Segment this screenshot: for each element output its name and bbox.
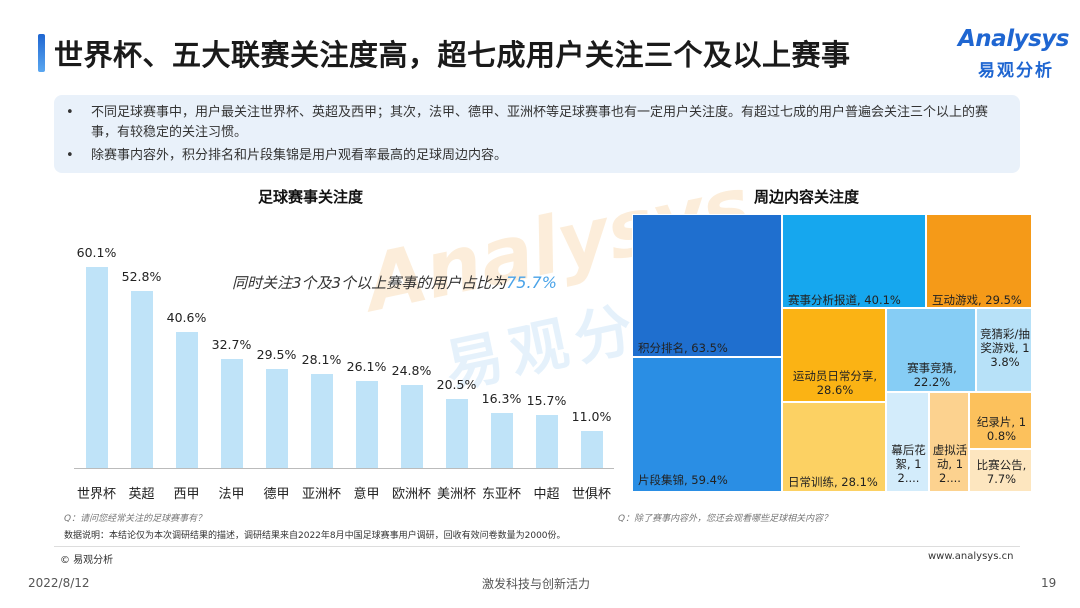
slogan: 激发科技与创新活力 bbox=[482, 577, 591, 591]
category-label: 德甲 bbox=[263, 487, 290, 502]
treemap-cell-label: 虚拟活动, 12.... bbox=[932, 443, 968, 485]
category-label: 法甲 bbox=[218, 487, 245, 502]
website-link[interactable]: www.analysys.cn bbox=[928, 551, 1014, 562]
bar-value-label: 11.0% bbox=[571, 409, 612, 425]
logo-chinese: 易观分析 bbox=[978, 61, 1054, 81]
treemap-cell-10: 虚拟活动, 12.... bbox=[929, 392, 969, 492]
treemap-cell-label: 纪录片, 10.8% bbox=[976, 415, 1027, 443]
x-axis-line bbox=[74, 468, 614, 469]
category-label: 亚洲杯 bbox=[301, 487, 341, 502]
bar-value-label: 52.8% bbox=[121, 269, 162, 285]
bar-美洲杯 bbox=[445, 399, 468, 468]
bar-chart-question: Q：请问您经常关注的足球赛事有？ bbox=[64, 514, 207, 524]
copyright: © 易观分析 bbox=[60, 555, 114, 566]
treemap-cell-label: 竞猜彩/抽奖游戏, 13.8% bbox=[980, 327, 1030, 369]
treemap-cell-label: 日常训练, 28.1% bbox=[788, 475, 878, 489]
bar-东亚杯 bbox=[490, 413, 513, 468]
bar-value-label: 32.7% bbox=[211, 336, 252, 352]
bar-世界杯 bbox=[85, 267, 108, 468]
treemap-chart: 积分排名, 63.5% 片段集锦, 59.4% 赛事分析报道, 40.1% 互动游戏,… bbox=[632, 214, 1032, 492]
bar-value-label: 40.6% bbox=[166, 310, 207, 326]
summary-box: • 不同足球赛事中，用户最关注世界杯、英超及西甲；其次，法甲、德甲、亚洲杯等足球… bbox=[54, 95, 1020, 173]
bar-中超 bbox=[535, 415, 558, 468]
category-label: 东亚杯 bbox=[481, 487, 521, 502]
category-label: 意甲 bbox=[353, 487, 380, 502]
bar-德甲 bbox=[265, 369, 288, 468]
treemap-cell-3: 赛事分析报道, 40.1% bbox=[782, 214, 926, 308]
bar-value-label: 16.3% bbox=[481, 391, 522, 407]
bar-chart: 60.1% 世界杯 52.8% 英超 40.6% 西甲 32.7% 法甲 29.5% 德甲 28.1… bbox=[64, 225, 620, 505]
treemap-cell-5: 运动员日常分享, 28.6% bbox=[782, 308, 886, 402]
bar-value-label: 29.5% bbox=[256, 347, 297, 363]
category-label: 世界杯 bbox=[76, 487, 116, 502]
bar-世俱杯 bbox=[580, 431, 603, 468]
treemap-cell-label: 赛事竞猜, 22.2% bbox=[907, 361, 957, 389]
treemap-cell-label: 比赛公告, 7.7% bbox=[976, 458, 1027, 486]
analysys-logo: Analysys 易观分析 bbox=[958, 26, 1069, 81]
callout-text: 同时关注3个及3个以上赛事的用户占比为 bbox=[232, 274, 507, 292]
footer-divider bbox=[54, 546, 1020, 547]
treemap-cell-label: 运动员日常分享, 28.6% bbox=[792, 369, 878, 397]
treemap-cell-2: 片段集锦, 59.4% bbox=[632, 357, 782, 492]
treemap-cell-label: 互动游戏, 29.5% bbox=[932, 293, 1022, 307]
bar-value-label: 20.5% bbox=[436, 377, 477, 393]
summary-text-1: 不同足球赛事中，用户最关注世界杯、英超及西甲；其次，法甲、德甲、亚洲杯等足球赛事… bbox=[91, 105, 989, 140]
category-label: 欧洲杯 bbox=[391, 487, 431, 502]
category-label: 西甲 bbox=[173, 487, 200, 502]
bar-意甲 bbox=[355, 380, 378, 468]
bar-欧洲杯 bbox=[400, 385, 423, 468]
treemap-cell-8: 竞猜彩/抽奖游戏, 13.8% bbox=[976, 308, 1032, 392]
title-accent-bar bbox=[38, 34, 45, 72]
category-label: 世俱杯 bbox=[571, 487, 611, 502]
treemap-cell-7: 赛事竞猜, 22.2% bbox=[886, 308, 976, 392]
page-title: 世界杯、五大联赛关注度高，超七成用户关注三个及以上赛事 bbox=[54, 38, 851, 72]
data-footnote: 数据说明：本结论仅为本次调研结果的描述，调研结果来自2022年8月中国足球赛事用… bbox=[64, 531, 566, 541]
report-date: 2022/8/12 bbox=[28, 576, 90, 590]
treemap-cell-label: 幕后花絮, 12.... bbox=[891, 443, 926, 485]
treemap-cell-11: 纪录片, 10.8% bbox=[969, 392, 1032, 449]
treemap-cell-label: 积分排名, 63.5% bbox=[638, 341, 728, 355]
treemap-cell-label: 赛事分析报道, 40.1% bbox=[788, 293, 901, 307]
multi-event-callout: 同时关注3个及3个以上赛事的用户占比为75.7% bbox=[232, 272, 557, 293]
treemap-cell-6: 日常训练, 28.1% bbox=[782, 402, 886, 492]
page-number: 19 bbox=[1041, 576, 1057, 590]
category-label: 美洲杯 bbox=[436, 487, 476, 502]
treemap-cell-9: 幕后花絮, 12.... bbox=[886, 392, 929, 492]
bullet-icon: • bbox=[66, 148, 74, 163]
treemap-cell-label: 片段集锦, 59.4% bbox=[638, 473, 728, 487]
bar-value-label: 15.7% bbox=[526, 393, 567, 409]
treemap-cell-1: 积分排名, 63.5% bbox=[632, 214, 782, 357]
summary-text-2: 除赛事内容外，积分排名和片段集锦是用户观看率最高的足球周边内容。 bbox=[91, 148, 508, 163]
treemap-title: 周边内容关注度 bbox=[754, 188, 860, 206]
bar-value-label: 24.8% bbox=[391, 363, 432, 379]
treemap-question: Q：除了赛事内容外，您还会观看哪些足球相关内容？ bbox=[618, 514, 833, 524]
treemap-cell-4: 互动游戏, 29.5% bbox=[926, 214, 1032, 308]
bar-chart-title: 足球赛事关注度 bbox=[258, 188, 364, 206]
logo-wordmark: Analysys bbox=[958, 26, 1069, 52]
callout-value: 75.7% bbox=[506, 273, 557, 292]
category-label: 英超 bbox=[128, 487, 155, 502]
category-label: 中超 bbox=[533, 487, 560, 502]
bar-亚洲杯 bbox=[310, 374, 333, 468]
bar-value-label: 26.1% bbox=[346, 358, 387, 374]
bar-西甲 bbox=[175, 332, 198, 468]
bar-法甲 bbox=[220, 358, 243, 468]
bullet-icon: • bbox=[66, 105, 74, 120]
treemap-cell-12: 比赛公告, 7.7% bbox=[969, 449, 1032, 492]
bar-value-label: 28.1% bbox=[301, 352, 342, 368]
bar-英超 bbox=[130, 291, 153, 468]
bar-value-label: 60.1% bbox=[76, 245, 117, 260]
